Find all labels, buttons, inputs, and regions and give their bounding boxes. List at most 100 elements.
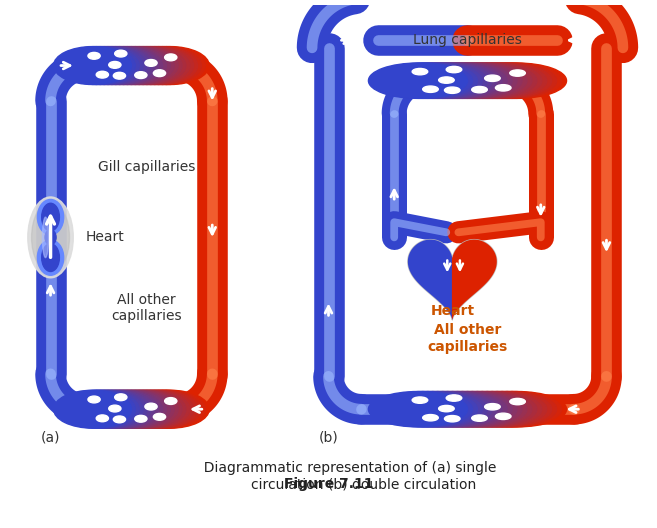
Ellipse shape (422, 414, 438, 421)
Ellipse shape (57, 390, 135, 428)
Ellipse shape (165, 54, 177, 61)
Text: (a): (a) (41, 430, 60, 444)
Ellipse shape (408, 63, 507, 98)
Ellipse shape (73, 46, 151, 84)
Ellipse shape (378, 63, 478, 98)
Ellipse shape (153, 70, 166, 77)
Ellipse shape (73, 390, 151, 428)
Ellipse shape (124, 390, 202, 428)
Ellipse shape (408, 392, 507, 427)
Ellipse shape (96, 71, 108, 78)
Ellipse shape (468, 392, 566, 427)
Ellipse shape (104, 390, 182, 428)
Ellipse shape (69, 390, 147, 428)
Ellipse shape (131, 46, 209, 84)
Ellipse shape (97, 46, 174, 84)
Ellipse shape (453, 392, 552, 427)
PathPatch shape (408, 240, 453, 320)
Text: Lung capillaries: Lung capillaries (413, 33, 522, 48)
Ellipse shape (495, 84, 511, 91)
Ellipse shape (41, 244, 59, 271)
Ellipse shape (485, 403, 500, 410)
Ellipse shape (77, 46, 155, 84)
Ellipse shape (433, 63, 532, 98)
Ellipse shape (443, 392, 542, 427)
Ellipse shape (135, 72, 147, 79)
Ellipse shape (457, 392, 556, 427)
Ellipse shape (37, 200, 64, 235)
Ellipse shape (85, 46, 162, 84)
Ellipse shape (127, 390, 206, 428)
Ellipse shape (433, 392, 532, 427)
Ellipse shape (115, 394, 127, 401)
Ellipse shape (153, 413, 166, 420)
Ellipse shape (101, 46, 178, 84)
Text: (b): (b) (319, 430, 338, 444)
Ellipse shape (112, 390, 190, 428)
Ellipse shape (81, 390, 158, 428)
Ellipse shape (495, 413, 511, 420)
Ellipse shape (446, 395, 462, 401)
Ellipse shape (32, 202, 70, 273)
Ellipse shape (113, 416, 125, 423)
Text: Gill capillaries: Gill capillaries (98, 159, 195, 174)
Ellipse shape (112, 46, 190, 84)
Ellipse shape (54, 46, 131, 84)
Ellipse shape (104, 46, 182, 84)
Ellipse shape (439, 406, 454, 412)
Text: Figure 7.11: Figure 7.11 (284, 477, 373, 491)
Ellipse shape (89, 46, 166, 84)
Ellipse shape (378, 392, 478, 427)
Ellipse shape (109, 61, 121, 68)
Ellipse shape (97, 390, 174, 428)
Ellipse shape (445, 416, 460, 422)
Ellipse shape (89, 390, 166, 428)
Ellipse shape (81, 46, 158, 84)
Ellipse shape (398, 63, 497, 98)
Ellipse shape (28, 197, 74, 278)
Ellipse shape (403, 392, 502, 427)
Ellipse shape (37, 240, 64, 275)
Text: Diagrammatic representation of (a) single
                circulation (b) double: Diagrammatic representation of (a) singl… (160, 461, 497, 491)
Ellipse shape (65, 46, 143, 84)
Ellipse shape (453, 63, 552, 98)
Ellipse shape (96, 415, 108, 422)
Text: Heart: Heart (86, 230, 125, 244)
Ellipse shape (120, 46, 198, 84)
Ellipse shape (113, 72, 125, 79)
Ellipse shape (383, 392, 482, 427)
Ellipse shape (93, 46, 170, 84)
Ellipse shape (510, 70, 526, 76)
Ellipse shape (413, 63, 512, 98)
Ellipse shape (88, 396, 100, 403)
Ellipse shape (393, 63, 492, 98)
Ellipse shape (45, 230, 56, 245)
Text: Heart: Heart (430, 304, 474, 318)
Ellipse shape (438, 392, 537, 427)
Ellipse shape (383, 63, 482, 98)
Ellipse shape (388, 63, 487, 98)
Ellipse shape (438, 63, 537, 98)
Ellipse shape (93, 390, 170, 428)
Ellipse shape (485, 75, 500, 81)
Ellipse shape (88, 52, 100, 59)
Ellipse shape (413, 392, 512, 427)
Ellipse shape (423, 63, 522, 98)
Ellipse shape (41, 203, 59, 231)
Ellipse shape (398, 392, 497, 427)
Ellipse shape (109, 405, 121, 412)
Ellipse shape (108, 46, 186, 84)
Ellipse shape (54, 390, 131, 428)
Ellipse shape (145, 403, 157, 410)
Ellipse shape (369, 392, 468, 427)
Ellipse shape (463, 392, 562, 427)
Ellipse shape (403, 63, 502, 98)
Ellipse shape (459, 248, 482, 273)
Text: All other
capillaries: All other capillaries (111, 293, 182, 323)
Ellipse shape (131, 390, 209, 428)
Ellipse shape (108, 390, 186, 428)
Ellipse shape (124, 46, 202, 84)
PathPatch shape (452, 240, 497, 320)
Ellipse shape (85, 390, 162, 428)
Ellipse shape (447, 63, 547, 98)
